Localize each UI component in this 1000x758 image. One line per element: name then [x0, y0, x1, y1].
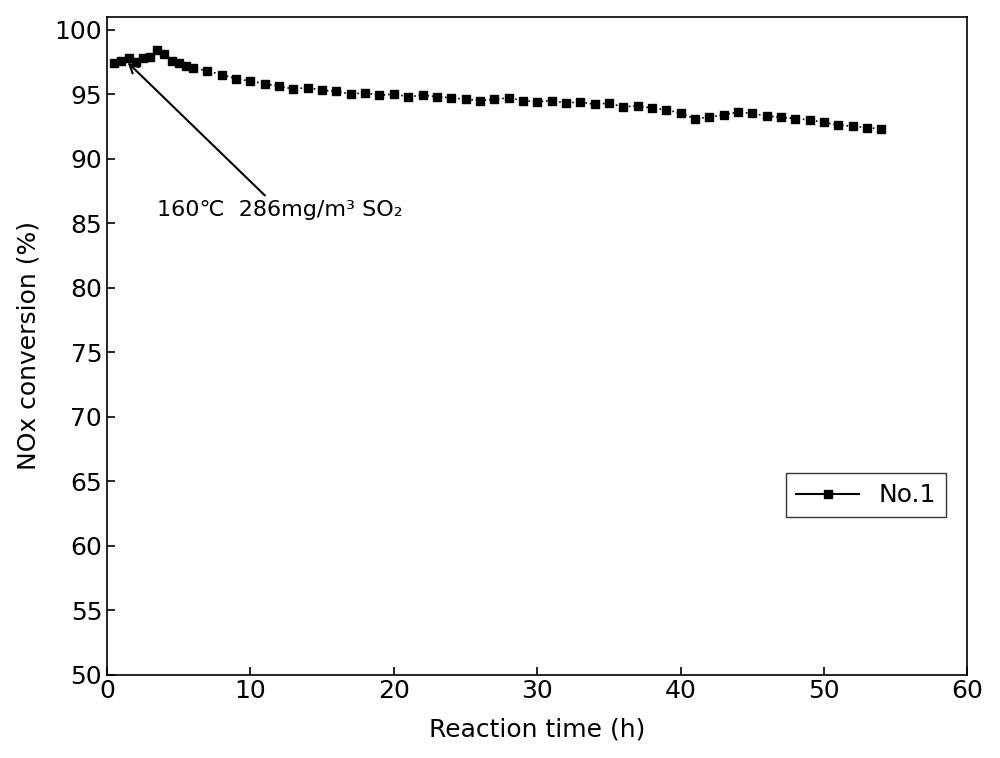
No.1 — [187, 64, 199, 73]
No.1 — [574, 97, 586, 106]
X-axis label: Reaction time (h): Reaction time (h) — [429, 717, 645, 741]
Y-axis label: NOx conversion (%): NOx conversion (%) — [17, 221, 41, 470]
No.1 — [316, 86, 328, 95]
Text: 160℃  286mg/m³ SO₂: 160℃ 286mg/m³ SO₂ — [129, 64, 403, 220]
No.1 — [875, 124, 887, 133]
No.1 — [108, 58, 120, 67]
No.1 — [151, 45, 163, 55]
No.1 — [287, 84, 299, 93]
Legend: No.1: No.1 — [786, 473, 946, 518]
Line: No.1: No.1 — [110, 46, 886, 133]
No.1 — [330, 87, 342, 96]
No.1 — [259, 79, 271, 88]
